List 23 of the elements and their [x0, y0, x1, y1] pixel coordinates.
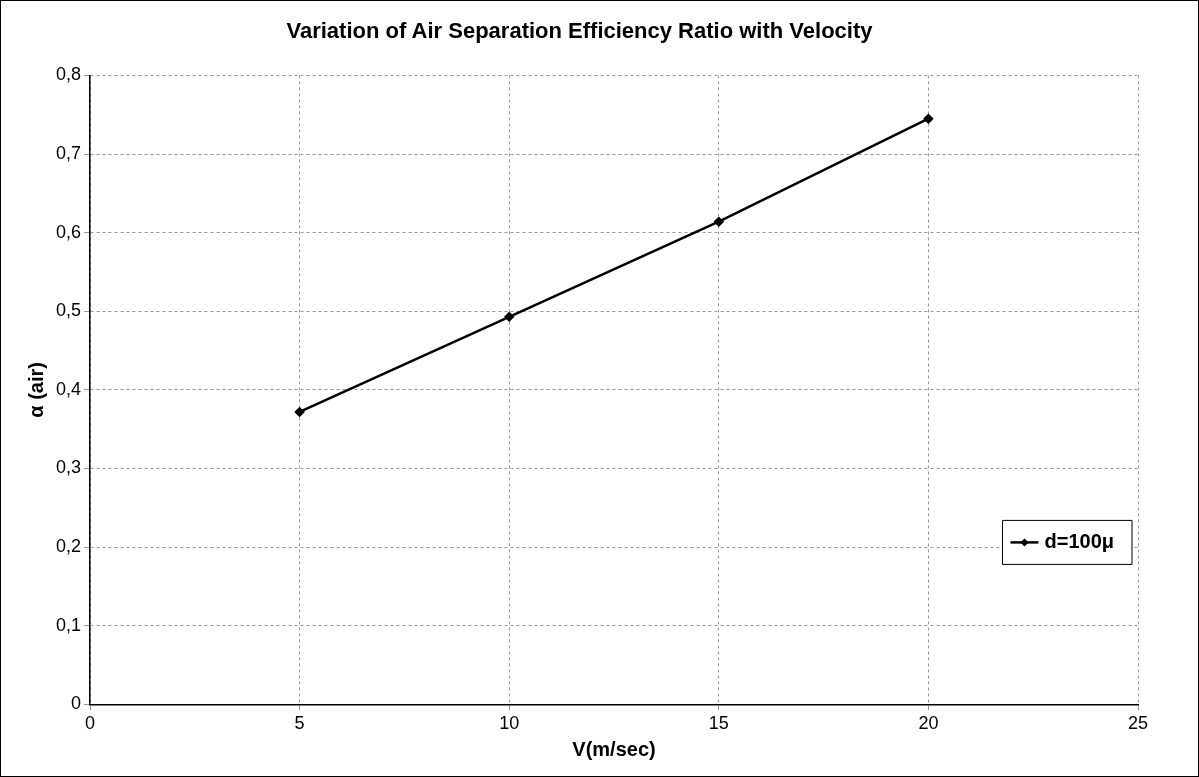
y-tick-label: 0,2 [55, 536, 82, 557]
y-tick-label: 0,1 [55, 614, 82, 635]
y-tick-label: 0,6 [55, 221, 82, 242]
y-tick-label: 0,4 [55, 378, 82, 399]
y-tick-label: 0 [71, 693, 82, 714]
x-tick-label: 20 [918, 713, 939, 734]
x-tick-label: 5 [294, 713, 305, 734]
point [504, 312, 514, 322]
y-tick-label: 0,7 [55, 142, 82, 163]
legend-label: d=100μ [1044, 529, 1115, 552]
point [923, 113, 934, 124]
y-tick-label: 0,8 [55, 64, 82, 85]
x-tick-label: 25 [1127, 713, 1149, 734]
x-tick-label: 10 [499, 713, 520, 734]
point [294, 407, 305, 417]
x-tick-label: 0 [85, 713, 96, 734]
chart-title: Variation of Air Separation Efficiency Ratio with Velocity [286, 18, 874, 44]
point [714, 216, 724, 227]
x-tick-label: 15 [708, 713, 729, 734]
y-tick-label: 0,3 [55, 457, 82, 478]
x-axis-title: V(m/sec) [572, 737, 656, 760]
y-axis-title: α (air) [24, 362, 47, 418]
y-tick-label: 0,5 [55, 300, 82, 321]
